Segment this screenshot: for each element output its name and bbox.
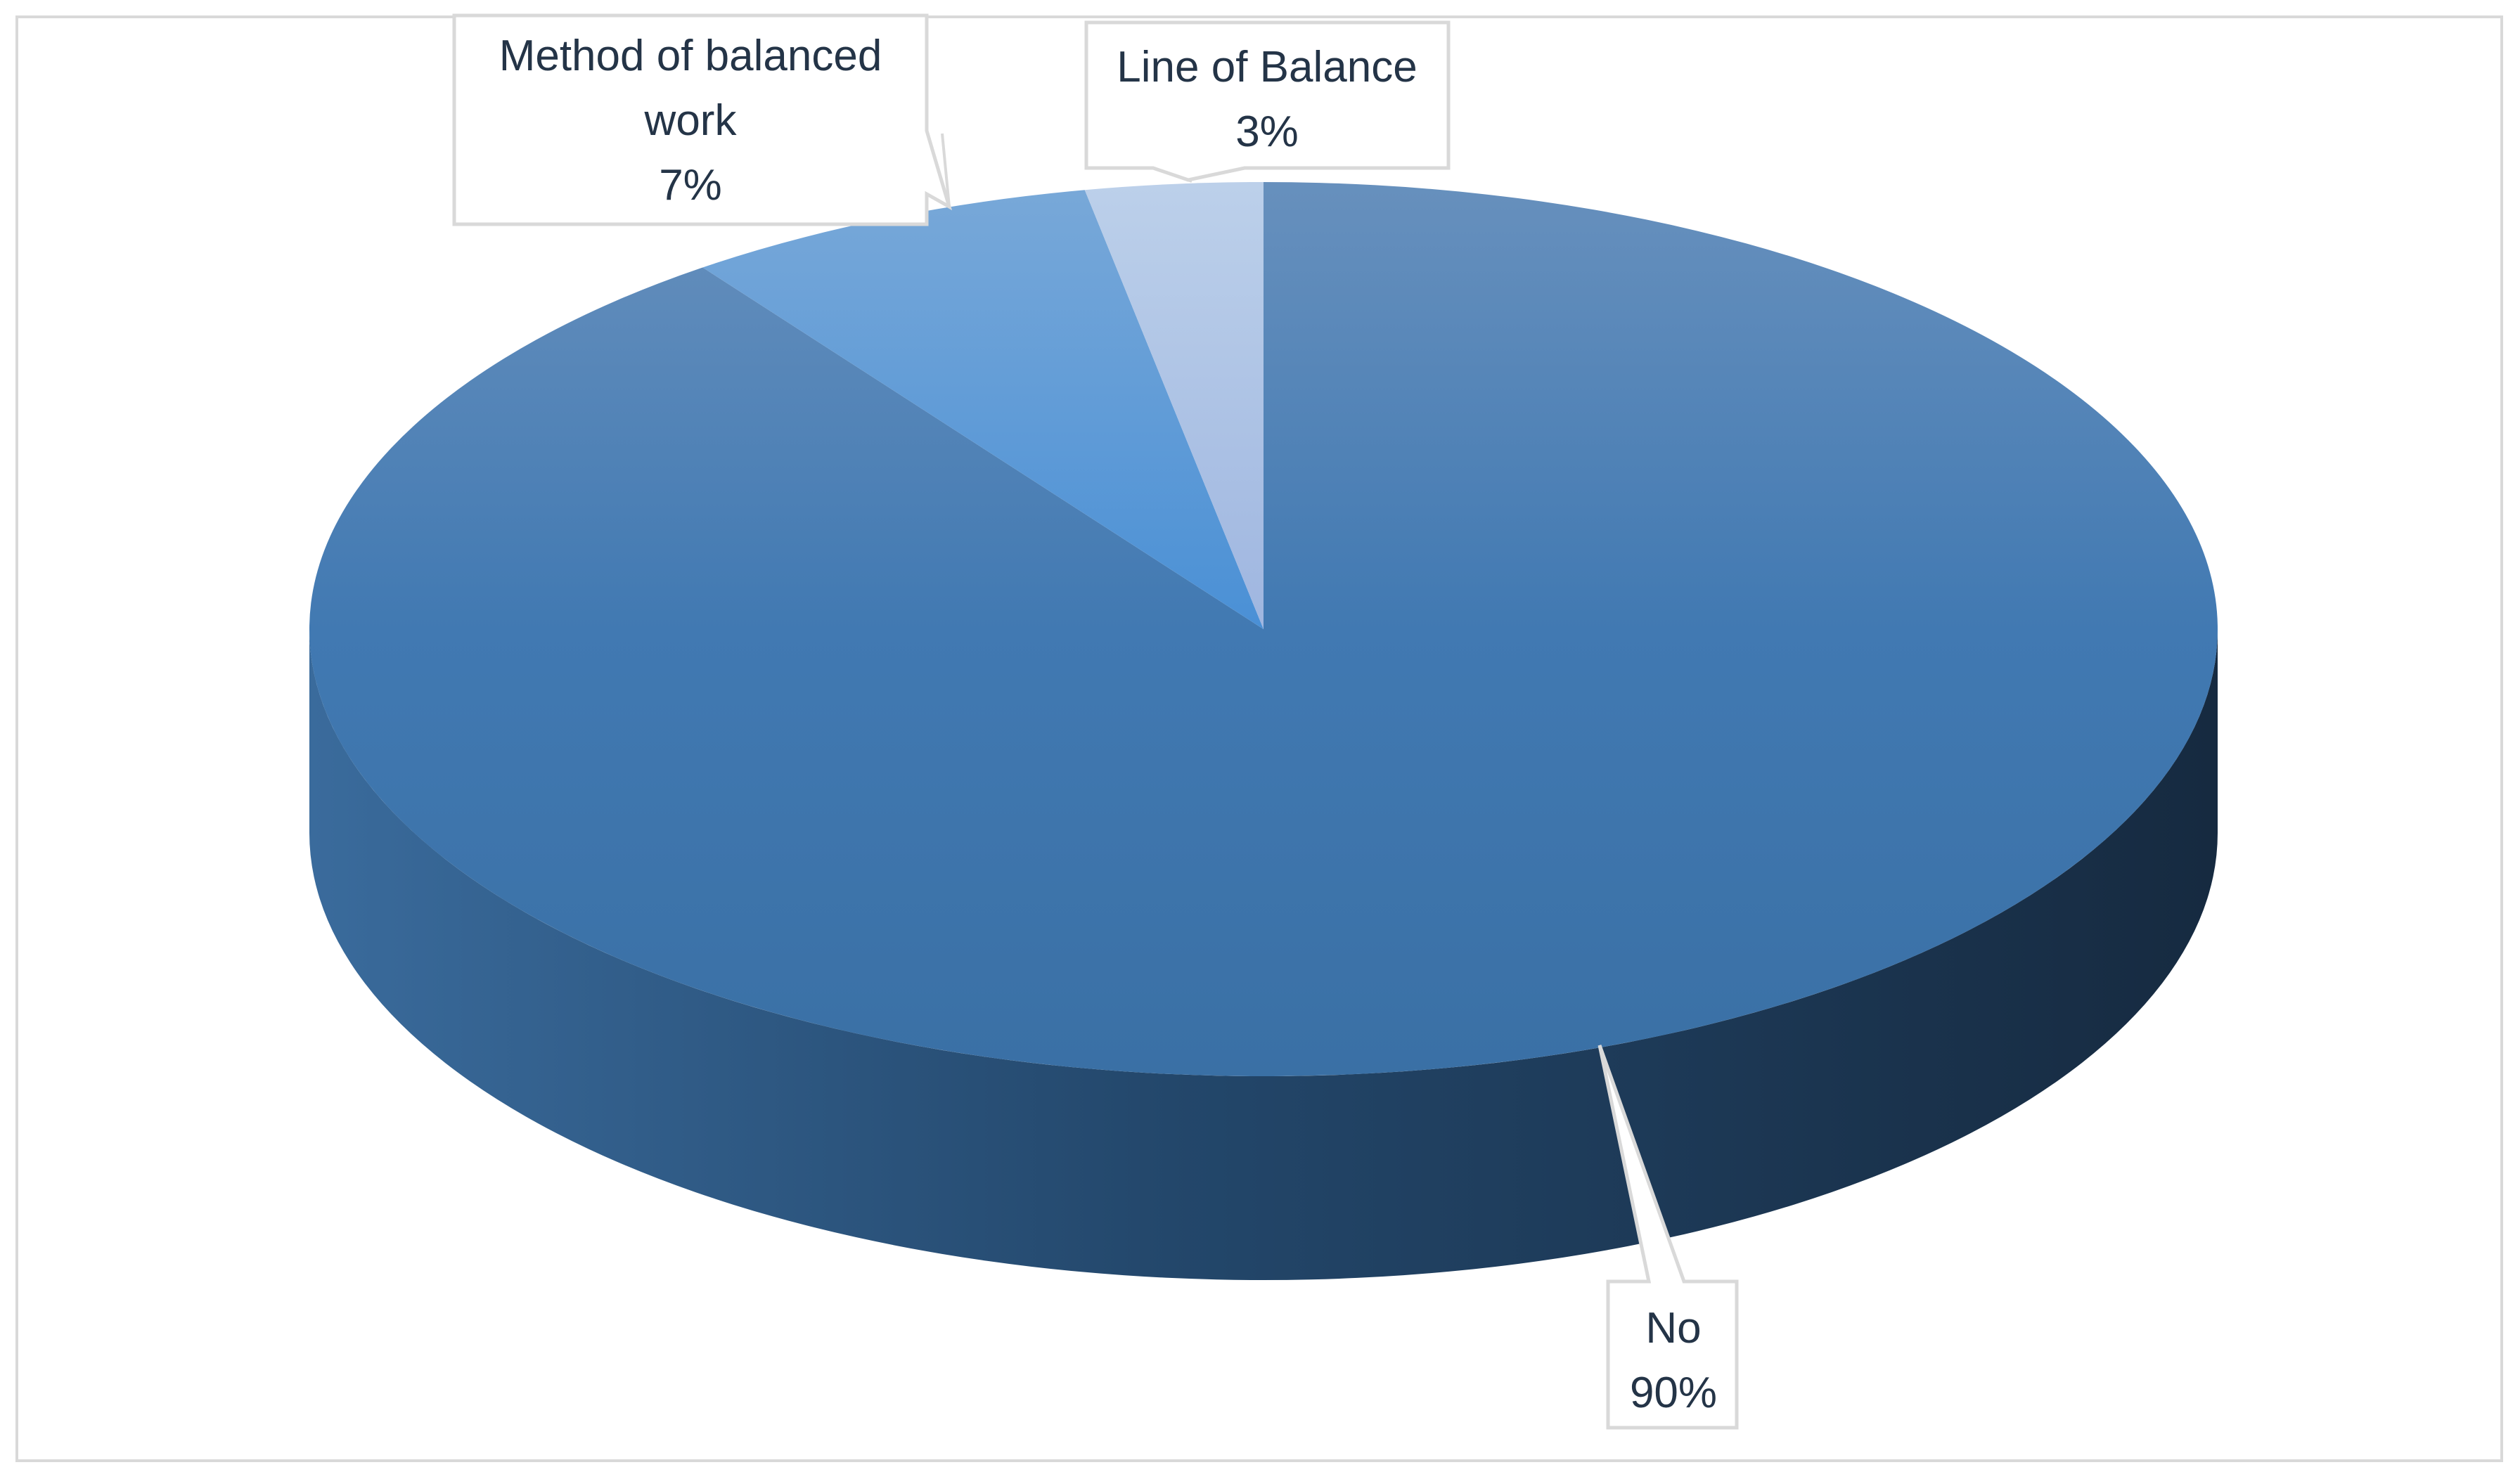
callout-label-line: Line of Balance xyxy=(1117,43,1417,91)
callout-no: No 90% xyxy=(1598,1045,1739,1430)
callout-value: 7% xyxy=(659,161,722,209)
callout-label-line: No xyxy=(1645,1304,1701,1352)
pie-slices xyxy=(309,182,2218,1076)
slice-line-of-balance xyxy=(1084,182,1264,629)
pie-side-wall xyxy=(309,629,2218,1280)
callout-method-of-balanced-work: Method of balanced work 7% xyxy=(452,13,953,226)
leader-line xyxy=(941,133,951,207)
callout-label-line: work xyxy=(644,96,738,145)
callout-box xyxy=(452,13,953,226)
callout-label-line: Method of balanced xyxy=(499,32,882,80)
callout-value: 90% xyxy=(1630,1369,1717,1417)
callout-line-of-balance: Line of Balance 3% xyxy=(1084,20,1451,182)
callout-value: 3% xyxy=(1235,108,1299,156)
callout-box xyxy=(1598,1045,1739,1430)
callout-box xyxy=(1084,20,1451,182)
slice-method-of-balanced-work xyxy=(702,190,1264,629)
